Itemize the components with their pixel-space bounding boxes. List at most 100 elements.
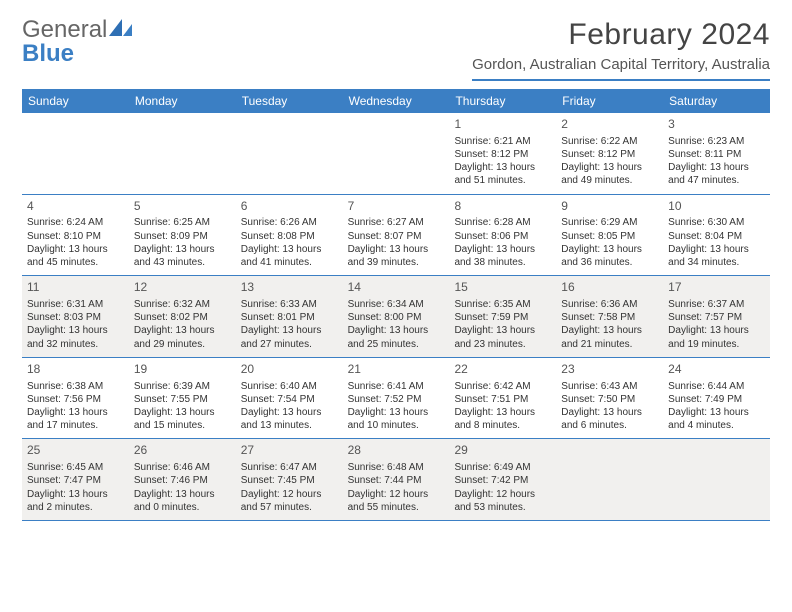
day-detail: Sunrise: 6:31 AM bbox=[27, 298, 124, 311]
day-cell: 3Sunrise: 6:23 AMSunset: 8:11 PMDaylight… bbox=[663, 113, 770, 194]
day-detail: Sunset: 8:09 PM bbox=[134, 230, 231, 243]
day-detail: Sunset: 7:51 PM bbox=[454, 393, 551, 406]
day-detail: and 27 minutes. bbox=[241, 338, 338, 351]
day-detail: Sunset: 7:45 PM bbox=[241, 474, 338, 487]
day-cell: 4Sunrise: 6:24 AMSunset: 8:10 PMDaylight… bbox=[22, 195, 129, 276]
day-detail: Sunrise: 6:21 AM bbox=[454, 135, 551, 148]
day-detail: Sunrise: 6:38 AM bbox=[27, 380, 124, 393]
day-number: 1 bbox=[454, 117, 551, 133]
day-detail: Sunset: 8:10 PM bbox=[27, 230, 124, 243]
day-detail: Daylight: 13 hours bbox=[348, 324, 445, 337]
day-detail: Sunrise: 6:34 AM bbox=[348, 298, 445, 311]
day-cell: 25Sunrise: 6:45 AMSunset: 7:47 PMDayligh… bbox=[22, 439, 129, 520]
day-number: 12 bbox=[134, 280, 231, 296]
day-detail: and 21 minutes. bbox=[561, 338, 658, 351]
logo-text-2: Blue bbox=[22, 42, 135, 66]
day-number: 27 bbox=[241, 443, 338, 459]
day-cell: 18Sunrise: 6:38 AMSunset: 7:56 PMDayligh… bbox=[22, 358, 129, 439]
day-cell: 19Sunrise: 6:39 AMSunset: 7:55 PMDayligh… bbox=[129, 358, 236, 439]
day-detail: Sunset: 8:12 PM bbox=[454, 148, 551, 161]
day-detail: and 47 minutes. bbox=[668, 174, 765, 187]
day-detail: Daylight: 13 hours bbox=[241, 324, 338, 337]
day-detail: Daylight: 13 hours bbox=[241, 243, 338, 256]
day-number: 8 bbox=[454, 199, 551, 215]
day-detail: Sunset: 8:08 PM bbox=[241, 230, 338, 243]
day-cell: 11Sunrise: 6:31 AMSunset: 8:03 PMDayligh… bbox=[22, 276, 129, 357]
day-cell: 12Sunrise: 6:32 AMSunset: 8:02 PMDayligh… bbox=[129, 276, 236, 357]
logo-sail-icon bbox=[109, 18, 135, 42]
day-detail: Sunrise: 6:22 AM bbox=[561, 135, 658, 148]
day-detail: Sunset: 7:42 PM bbox=[454, 474, 551, 487]
day-detail: Sunset: 8:00 PM bbox=[348, 311, 445, 324]
week-row: 25Sunrise: 6:45 AMSunset: 7:47 PMDayligh… bbox=[22, 439, 770, 521]
day-detail: Sunrise: 6:36 AM bbox=[561, 298, 658, 311]
day-detail: Sunrise: 6:28 AM bbox=[454, 216, 551, 229]
day-detail: Sunrise: 6:44 AM bbox=[668, 380, 765, 393]
day-cell: 5Sunrise: 6:25 AMSunset: 8:09 PMDaylight… bbox=[129, 195, 236, 276]
day-number: 19 bbox=[134, 362, 231, 378]
day-detail: Sunset: 7:54 PM bbox=[241, 393, 338, 406]
day-detail: Daylight: 13 hours bbox=[561, 324, 658, 337]
day-detail: Sunrise: 6:41 AM bbox=[348, 380, 445, 393]
day-detail: Sunrise: 6:32 AM bbox=[134, 298, 231, 311]
day-detail: Daylight: 13 hours bbox=[27, 324, 124, 337]
day-number: 13 bbox=[241, 280, 338, 296]
day-detail: and 34 minutes. bbox=[668, 256, 765, 269]
day-number: 25 bbox=[27, 443, 124, 459]
day-cell: . bbox=[556, 439, 663, 520]
day-number: 14 bbox=[348, 280, 445, 296]
day-detail: Sunrise: 6:35 AM bbox=[454, 298, 551, 311]
day-detail: Sunrise: 6:27 AM bbox=[348, 216, 445, 229]
day-number: 4 bbox=[27, 199, 124, 215]
day-number: 24 bbox=[668, 362, 765, 378]
day-detail: Sunrise: 6:24 AM bbox=[27, 216, 124, 229]
day-detail: Sunrise: 6:37 AM bbox=[668, 298, 765, 311]
day-cell: 8Sunrise: 6:28 AMSunset: 8:06 PMDaylight… bbox=[449, 195, 556, 276]
day-detail: Sunrise: 6:43 AM bbox=[561, 380, 658, 393]
day-cell: 13Sunrise: 6:33 AMSunset: 8:01 PMDayligh… bbox=[236, 276, 343, 357]
week-row: 11Sunrise: 6:31 AMSunset: 8:03 PMDayligh… bbox=[22, 276, 770, 358]
day-detail: Sunrise: 6:46 AM bbox=[134, 461, 231, 474]
day-detail: and 32 minutes. bbox=[27, 338, 124, 351]
day-number: 10 bbox=[668, 199, 765, 215]
day-detail: Daylight: 12 hours bbox=[348, 488, 445, 501]
day-detail: Sunrise: 6:42 AM bbox=[454, 380, 551, 393]
day-header: Sunday bbox=[22, 89, 129, 113]
day-detail: and 49 minutes. bbox=[561, 174, 658, 187]
day-detail: Daylight: 13 hours bbox=[134, 488, 231, 501]
day-detail: Daylight: 13 hours bbox=[668, 161, 765, 174]
day-detail: and 43 minutes. bbox=[134, 256, 231, 269]
day-cell: 7Sunrise: 6:27 AMSunset: 8:07 PMDaylight… bbox=[343, 195, 450, 276]
day-detail: Daylight: 13 hours bbox=[668, 406, 765, 419]
day-detail: and 10 minutes. bbox=[348, 419, 445, 432]
day-detail: Sunset: 7:47 PM bbox=[27, 474, 124, 487]
day-cell: 20Sunrise: 6:40 AMSunset: 7:54 PMDayligh… bbox=[236, 358, 343, 439]
day-detail: Sunrise: 6:40 AM bbox=[241, 380, 338, 393]
day-number: 5 bbox=[134, 199, 231, 215]
day-number: 6 bbox=[241, 199, 338, 215]
day-detail: Sunset: 8:06 PM bbox=[454, 230, 551, 243]
day-number: 3 bbox=[668, 117, 765, 133]
day-detail: and 57 minutes. bbox=[241, 501, 338, 514]
day-number: 9 bbox=[561, 199, 658, 215]
day-detail: and 36 minutes. bbox=[561, 256, 658, 269]
day-detail: Sunset: 7:49 PM bbox=[668, 393, 765, 406]
day-cell: 16Sunrise: 6:36 AMSunset: 7:58 PMDayligh… bbox=[556, 276, 663, 357]
day-number: 22 bbox=[454, 362, 551, 378]
day-detail: Daylight: 13 hours bbox=[134, 324, 231, 337]
day-detail: and 19 minutes. bbox=[668, 338, 765, 351]
day-detail: and 53 minutes. bbox=[454, 501, 551, 514]
day-detail: and 39 minutes. bbox=[348, 256, 445, 269]
day-cell: . bbox=[663, 439, 770, 520]
day-cell: 9Sunrise: 6:29 AMSunset: 8:05 PMDaylight… bbox=[556, 195, 663, 276]
day-detail: Daylight: 13 hours bbox=[27, 406, 124, 419]
day-detail: Daylight: 12 hours bbox=[454, 488, 551, 501]
day-detail: Sunset: 8:11 PM bbox=[668, 148, 765, 161]
day-detail: Sunrise: 6:33 AM bbox=[241, 298, 338, 311]
day-detail: Sunrise: 6:48 AM bbox=[348, 461, 445, 474]
day-cell: 15Sunrise: 6:35 AMSunset: 7:59 PMDayligh… bbox=[449, 276, 556, 357]
day-number: 2 bbox=[561, 117, 658, 133]
day-detail: and 29 minutes. bbox=[134, 338, 231, 351]
day-cell: 23Sunrise: 6:43 AMSunset: 7:50 PMDayligh… bbox=[556, 358, 663, 439]
day-number: 15 bbox=[454, 280, 551, 296]
